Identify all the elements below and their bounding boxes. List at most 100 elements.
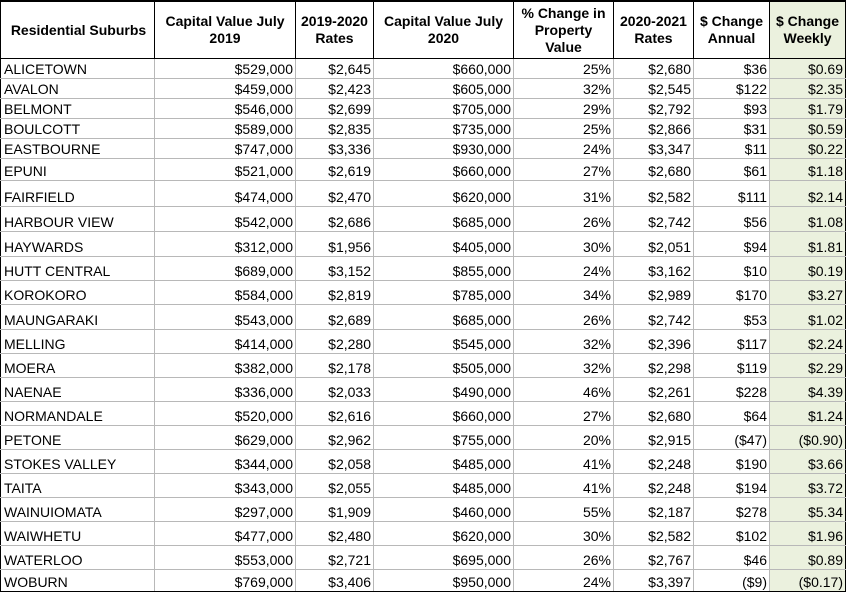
change-weekly-cell: $5.34: [769, 497, 846, 522]
capital-value-2019-cell: $553,000: [154, 545, 296, 570]
rates-2019-2020-cell: $2,058: [295, 449, 374, 474]
capital-value-2019-cell: $477,000: [154, 521, 296, 546]
rates-2019-2020-cell: $2,423: [295, 78, 374, 99]
table-row: TAITA $343,000 $2,055 $485,000 41% $2,248 $194…: [0, 473, 846, 498]
percent-change-cell: 25%: [513, 58, 614, 79]
percent-change-cell: 26%: [513, 545, 614, 570]
suburb-cell: PETONE: [0, 425, 155, 450]
capital-value-2020-cell: $930,000: [373, 138, 514, 159]
change-annual-cell: $228: [693, 377, 770, 402]
suburb-cell: NAENAE: [0, 377, 155, 402]
percent-change-cell: 32%: [513, 353, 614, 378]
change-annual-cell: $122: [693, 78, 770, 99]
capital-value-2019-cell: $459,000: [154, 78, 296, 99]
header-percent-change: % Change in Property Value: [513, 0, 614, 59]
suburb-cell: MAUNGARAKI: [0, 304, 155, 330]
suburb-cell: HAYWARDS: [0, 231, 155, 257]
capital-value-2020-cell: $685,000: [373, 206, 514, 232]
rates-2020-2021-cell: $2,187: [613, 497, 694, 522]
rates-2020-2021-cell: $2,051: [613, 231, 694, 257]
suburb-cell: HARBOUR VIEW: [0, 206, 155, 232]
table-row: MOERA $382,000 $2,178 $505,000 32% $2,298 $119…: [0, 353, 846, 378]
change-annual-cell: $46: [693, 545, 770, 570]
change-weekly-cell: ($0.17): [769, 569, 846, 592]
table-row: MELLING $414,000 $2,280 $545,000 32% $2,396 $1…: [0, 329, 846, 354]
capital-value-2020-cell: $545,000: [373, 329, 514, 354]
capital-value-2020-cell: $660,000: [373, 58, 514, 79]
change-annual-cell: $53: [693, 304, 770, 330]
percent-change-cell: 30%: [513, 521, 614, 546]
rates-2020-2021-cell: $2,742: [613, 206, 694, 232]
table-row: EASTBOURNE $747,000 $3,336 $930,000 24% $3,34…: [0, 138, 846, 159]
rates-2019-2020-cell: $2,686: [295, 206, 374, 232]
rates-2019-2020-cell: $2,962: [295, 425, 374, 450]
percent-change-cell: 25%: [513, 118, 614, 139]
header-row: Residential Suburbs Capital Value July 2…: [0, 0, 846, 59]
capital-value-2020-cell: $950,000: [373, 569, 514, 592]
capital-value-2020-cell: $755,000: [373, 425, 514, 450]
capital-value-2019-cell: $414,000: [154, 329, 296, 354]
rates-2020-2021-cell: $2,582: [613, 521, 694, 546]
capital-value-2019-cell: $584,000: [154, 280, 296, 305]
rates-2019-2020-cell: $2,480: [295, 521, 374, 546]
capital-value-2020-cell: $485,000: [373, 473, 514, 498]
suburb-cell: EPUNI: [0, 158, 155, 181]
percent-change-cell: 46%: [513, 377, 614, 402]
rates-2019-2020-cell: $2,033: [295, 377, 374, 402]
change-weekly-cell: $2.14: [769, 180, 846, 207]
change-weekly-cell: $4.39: [769, 377, 846, 402]
suburb-cell: FAIRFIELD: [0, 180, 155, 207]
percent-change-cell: 41%: [513, 449, 614, 474]
suburb-cell: EASTBOURNE: [0, 138, 155, 159]
percent-change-cell: 20%: [513, 425, 614, 450]
suburb-cell: STOKES VALLEY: [0, 449, 155, 474]
change-annual-cell: $93: [693, 98, 770, 119]
table-row: WOBURN $769,000 $3,406 $950,000 24% $3,397 ($9…: [0, 569, 846, 592]
change-weekly-cell: $1.18: [769, 158, 846, 181]
suburb-cell: BELMONT: [0, 98, 155, 119]
capital-value-2020-cell: $620,000: [373, 521, 514, 546]
change-weekly-cell: $2.24: [769, 329, 846, 354]
rates-2020-2021-cell: $2,989: [613, 280, 694, 305]
capital-value-2019-cell: $382,000: [154, 353, 296, 378]
capital-value-2020-cell: $660,000: [373, 158, 514, 181]
change-annual-cell: $11: [693, 138, 770, 159]
rates-2020-2021-cell: $2,298: [613, 353, 694, 378]
rates-2020-2021-cell: $3,397: [613, 569, 694, 592]
rates-2020-2021-cell: $2,866: [613, 118, 694, 139]
rates-2020-2021-cell: $2,396: [613, 329, 694, 354]
capital-value-2019-cell: $546,000: [154, 98, 296, 119]
capital-value-2020-cell: $505,000: [373, 353, 514, 378]
table-row: FAIRFIELD $474,000 $2,470 $620,000 31% $2,582…: [0, 180, 846, 207]
suburb-cell: AVALON: [0, 78, 155, 99]
table-row: WATERLOO $553,000 $2,721 $695,000 26% $2,767 $…: [0, 545, 846, 570]
change-annual-cell: $117: [693, 329, 770, 354]
change-annual-cell: $64: [693, 401, 770, 426]
table-header: Residential Suburbs Capital Value July 2…: [0, 0, 846, 59]
capital-value-2020-cell: $685,000: [373, 304, 514, 330]
rates-2019-2020-cell: $2,619: [295, 158, 374, 181]
rates-2019-2020-cell: $2,699: [295, 98, 374, 119]
capital-value-2019-cell: $542,000: [154, 206, 296, 232]
rates-2020-2021-cell: $2,248: [613, 449, 694, 474]
capital-value-2020-cell: $605,000: [373, 78, 514, 99]
rates-2019-2020-cell: $2,470: [295, 180, 374, 207]
percent-change-cell: 34%: [513, 280, 614, 305]
capital-value-2020-cell: $660,000: [373, 401, 514, 426]
change-annual-cell: $278: [693, 497, 770, 522]
change-weekly-cell: $3.27: [769, 280, 846, 305]
table-row: HAYWARDS $312,000 $1,956 $405,000 30% $2,051 $…: [0, 231, 846, 257]
capital-value-2020-cell: $620,000: [373, 180, 514, 207]
rates-2019-2020-cell: $2,055: [295, 473, 374, 498]
rates-2020-2021-cell: $3,347: [613, 138, 694, 159]
capital-value-2020-cell: $695,000: [373, 545, 514, 570]
capital-value-2019-cell: $336,000: [154, 377, 296, 402]
change-weekly-cell: $0.69: [769, 58, 846, 79]
percent-change-cell: 24%: [513, 138, 614, 159]
header-residential-suburbs: Residential Suburbs: [0, 0, 155, 59]
rates-2019-2020-cell: $2,819: [295, 280, 374, 305]
capital-value-2020-cell: $485,000: [373, 449, 514, 474]
percent-change-cell: 26%: [513, 304, 614, 330]
rates-2019-2020-cell: $1,956: [295, 231, 374, 257]
table-row: HARBOUR VIEW $542,000 $2,686 $685,000 26% $2,…: [0, 206, 846, 232]
